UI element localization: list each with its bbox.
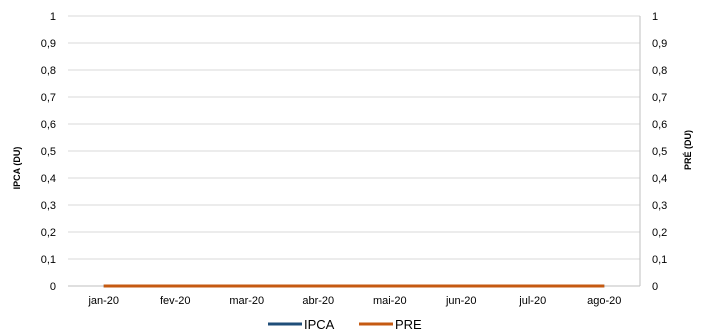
- left-tick-label: 0,3: [41, 200, 56, 212]
- x-axis-ticks: jan-20 fev-20 mar-20 abr-20 mai-20 jun-20 jul-…: [87, 295, 621, 307]
- left-axis-title: IPCA (DU): [12, 147, 22, 190]
- x-tick-label: fev-20: [160, 295, 191, 307]
- legend-label-pre: PRE: [395, 317, 422, 332]
- left-tick-label: 0,5: [41, 146, 56, 158]
- right-tick-label: 0,7: [652, 92, 667, 104]
- right-tick-label: 0,6: [652, 119, 667, 131]
- right-tick-label: 0,5: [652, 146, 667, 158]
- left-tick-label: 0,1: [41, 254, 56, 266]
- legend: IPCA PRE: [268, 317, 422, 332]
- right-tick-label: 0,9: [652, 38, 667, 50]
- left-tick-label: 0,6: [41, 119, 56, 131]
- x-tick-label: jun-20: [445, 295, 477, 307]
- left-tick-label: 0,8: [41, 65, 56, 77]
- right-tick-label: 1: [652, 11, 658, 23]
- left-tick-label: 0,4: [41, 173, 56, 185]
- grid-lines: [68, 15, 641, 287]
- right-axis-title: PRÉ (DU): [683, 130, 693, 170]
- right-tick-label: 0,2: [652, 227, 667, 239]
- x-tick-label: jan-20: [87, 295, 119, 307]
- right-tick-label: 0,1: [652, 254, 667, 266]
- right-axis-ticks: 0 0,1 0,2 0,3 0,4 0,5 0,6 0,7 0,8 0,9 1: [652, 11, 667, 293]
- left-tick-label: 0: [50, 281, 56, 293]
- x-tick-label: jul-20: [518, 295, 546, 307]
- right-tick-label: 0,4: [652, 173, 667, 185]
- x-tick-label: mai-20: [373, 295, 407, 307]
- left-tick-label: 1: [50, 11, 56, 23]
- x-tick-label: abr-20: [302, 295, 334, 307]
- left-tick-label: 0,9: [41, 38, 56, 50]
- right-tick-label: 0,8: [652, 65, 667, 77]
- x-tick-label: mar-20: [229, 295, 264, 307]
- x-tick-label: ago-20: [587, 295, 621, 307]
- right-tick-label: 0: [652, 281, 658, 293]
- left-tick-label: 0,7: [41, 92, 56, 104]
- legend-label-ipca: IPCA: [304, 317, 335, 332]
- left-axis-ticks: 0 0,1 0,2 0,3 0,4 0,5 0,6 0,7 0,8 0,9 1: [41, 11, 56, 293]
- left-tick-label: 0,2: [41, 227, 56, 239]
- right-tick-label: 0,3: [652, 200, 667, 212]
